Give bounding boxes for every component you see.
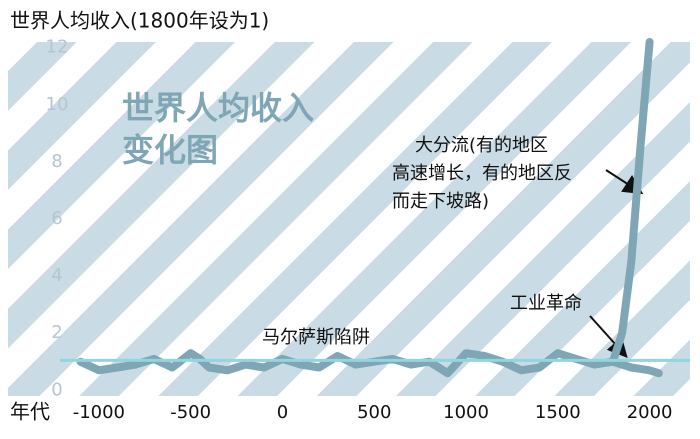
chart-title: 世界人均收入(1800年设为1) — [10, 9, 269, 33]
annotation: 而走下坡路) — [392, 191, 489, 212]
annotation: 马尔萨斯陷阱 — [262, 327, 370, 348]
data-line — [76, 349, 617, 378]
data-line — [608, 38, 654, 366]
x-tick-label: 1000 — [443, 402, 489, 423]
plot-background — [8, 42, 690, 396]
x-tick-label: 500 — [357, 402, 391, 423]
x-tick-label: 0 — [277, 402, 288, 423]
y-tick-label: 6 — [51, 208, 62, 229]
y-tick-label: 4 — [51, 265, 62, 286]
annotation: 工业革命 — [510, 293, 582, 314]
marks — [60, 38, 690, 378]
data-line — [608, 357, 663, 378]
y-tick-label: 10 — [46, 94, 69, 115]
annotation: 高速增长，有的地区反 — [392, 163, 572, 184]
y-tick-label: 2 — [51, 322, 62, 343]
x-axis-label: 年代 — [10, 400, 50, 424]
y-tick-label: 8 — [51, 151, 62, 172]
y-tick-label: 12 — [46, 37, 69, 58]
x-tick-label: 2000 — [627, 402, 673, 423]
x-tick-label: -500 — [170, 402, 211, 423]
big-label: 变化图 — [122, 131, 218, 169]
big-label: 世界人均收入 — [122, 89, 314, 127]
x-tick-label: -1000 — [73, 402, 125, 423]
x-tick-label: 1500 — [535, 402, 581, 423]
y-tick-label: 0 — [51, 379, 62, 400]
annotation: 大分流(有的地区 — [415, 135, 548, 156]
